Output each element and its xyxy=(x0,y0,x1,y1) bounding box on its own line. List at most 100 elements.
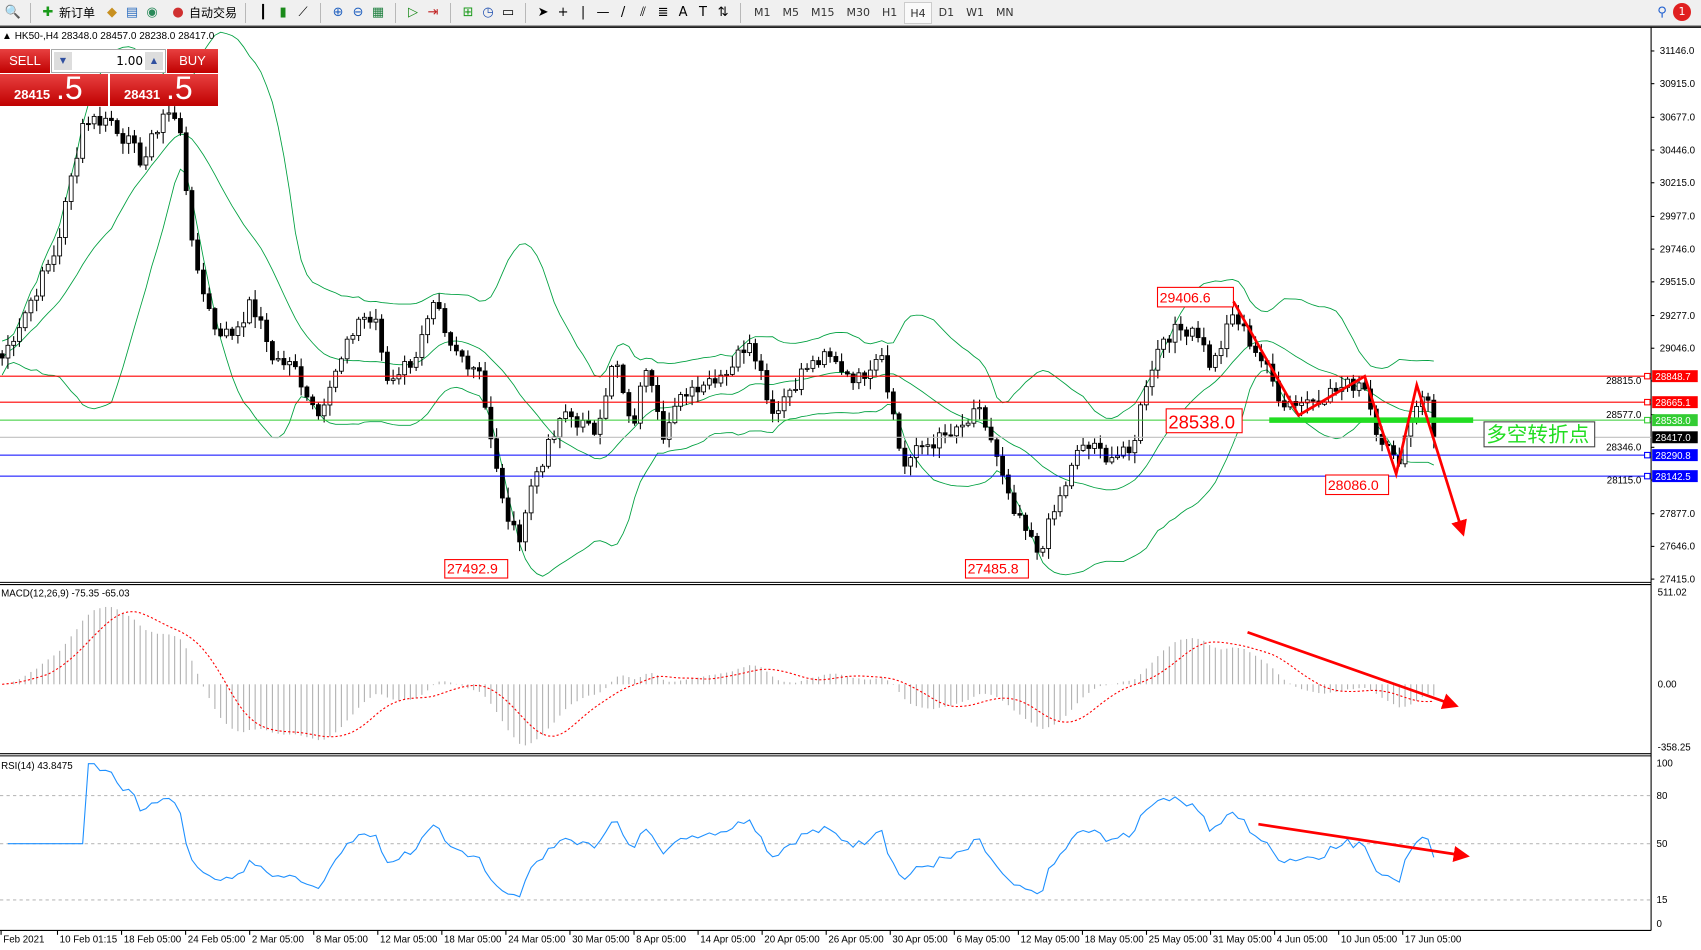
candle-body xyxy=(321,404,327,417)
candle xyxy=(206,287,212,311)
sell-price-button[interactable]: 28415 .5 xyxy=(0,70,108,106)
timeframe-m5[interactable]: M5 xyxy=(782,5,800,19)
text-label-icon[interactable]: T xyxy=(699,4,707,20)
periods-icon[interactable]: ◷ xyxy=(482,4,494,20)
trendline-icon[interactable]: / xyxy=(620,4,626,20)
channel-icon[interactable]: ⫽ xyxy=(640,4,646,20)
timeframe-m1[interactable]: M1 xyxy=(754,5,771,19)
candle-body xyxy=(86,123,91,126)
candle-body xyxy=(557,418,563,438)
text-icon[interactable]: A xyxy=(678,4,688,20)
timeframe-w1[interactable]: W1 xyxy=(966,5,984,19)
horizontal-line-icon[interactable]: — xyxy=(596,4,610,20)
candle-body xyxy=(149,133,155,158)
candle xyxy=(586,410,592,426)
search-icon[interactable]: 🔍 xyxy=(4,4,22,20)
candlestick-icon[interactable]: ▮ xyxy=(279,4,287,20)
sell-button[interactable]: SELL xyxy=(0,49,50,73)
timeframe-mn[interactable]: MN xyxy=(995,5,1014,19)
candle xyxy=(954,424,959,444)
candle xyxy=(1327,379,1333,404)
candle-body xyxy=(1115,455,1120,459)
candle xyxy=(298,358,304,396)
candle xyxy=(499,463,505,504)
buy-price-button[interactable]: 28431 .5 xyxy=(110,70,218,106)
timeframe-m15[interactable]: M15 xyxy=(811,5,835,19)
timeframe-m30[interactable]: M30 xyxy=(846,5,871,19)
buy-button[interactable]: BUY xyxy=(167,49,218,73)
chart-shift-icon[interactable]: ⇥ xyxy=(427,4,439,20)
crosshair-icon[interactable]: + xyxy=(557,4,569,20)
level-badge xyxy=(1652,370,1698,383)
lot-input[interactable]: 1.00 xyxy=(116,54,143,68)
candle xyxy=(258,306,264,330)
candle-body xyxy=(442,308,448,334)
decrease-lot-icon[interactable]: ▼ xyxy=(54,52,72,70)
level-label: 28665.1 xyxy=(1655,398,1690,409)
candle xyxy=(775,401,781,423)
line-chart-icon[interactable]: ⟋ xyxy=(298,4,308,20)
candle xyxy=(568,408,574,428)
arrows-icon[interactable]: ⇅ xyxy=(717,4,729,20)
templates-icon[interactable]: ▭ xyxy=(501,4,515,20)
increase-lot-icon[interactable]: ▲ xyxy=(145,52,163,70)
candle xyxy=(476,362,482,380)
candle-body xyxy=(1132,440,1138,454)
candle xyxy=(275,350,281,362)
cursor-icon[interactable]: ➤ xyxy=(537,4,549,20)
timeframe-d1[interactable]: D1 xyxy=(938,5,955,19)
candle-body xyxy=(1040,548,1046,553)
candle xyxy=(362,312,367,329)
date-label: 8 Mar 05:00 xyxy=(316,934,369,945)
market-watch-icon[interactable]: ◆ xyxy=(107,4,118,20)
candle xyxy=(459,349,465,363)
candle xyxy=(988,417,994,443)
level-handle xyxy=(1644,472,1651,480)
candle-body xyxy=(752,343,758,362)
candle xyxy=(34,288,40,312)
candle xyxy=(919,440,925,455)
candle xyxy=(982,405,988,431)
price-tick-label: 30915.0 xyxy=(1660,79,1696,90)
candle xyxy=(1391,440,1396,460)
signal-icon[interactable]: ◉ xyxy=(146,4,158,20)
candle xyxy=(1086,441,1092,460)
candle-body xyxy=(712,378,718,384)
candle xyxy=(942,424,948,444)
candle xyxy=(1057,486,1063,517)
auto-scroll-icon[interactable]: ▷ xyxy=(408,4,419,20)
timeframe-h4[interactable]: H4 xyxy=(904,1,932,24)
candle-body xyxy=(1212,355,1218,368)
timeframe-h1[interactable]: H1 xyxy=(882,5,898,19)
candle-body xyxy=(1069,464,1074,487)
candle-body xyxy=(1028,530,1034,537)
alerts-badge[interactable]: 1 xyxy=(1673,3,1691,21)
candle-body xyxy=(959,424,965,428)
new-order-label: 新订单 xyxy=(59,6,96,20)
navigator-icon[interactable]: ▤ xyxy=(125,4,139,20)
new-order-button[interactable]: ✚ 新订单 xyxy=(35,2,99,24)
candle xyxy=(557,417,563,449)
candle-body xyxy=(643,370,649,387)
candle xyxy=(597,409,603,445)
candle xyxy=(959,414,965,439)
candle-body xyxy=(614,364,620,367)
bar-chart-icon[interactable]: ┃ xyxy=(259,4,267,20)
vertical-line-icon[interactable]: | xyxy=(580,4,586,20)
indicators-icon[interactable]: ⊞ xyxy=(462,4,474,20)
candle-body xyxy=(189,190,195,241)
candle-body xyxy=(948,434,954,437)
zoom-out-icon[interactable]: ⊖ xyxy=(352,4,364,20)
candle xyxy=(178,112,183,136)
tile-windows-icon[interactable]: ▦ xyxy=(371,4,385,20)
auto-trading-button[interactable]: ● 自动交易 xyxy=(165,2,241,24)
search-icon[interactable]: ⚲ xyxy=(1657,4,1667,20)
rsi-tick-label: 100 xyxy=(1657,759,1674,770)
candle xyxy=(172,106,178,121)
zoom-in-icon[interactable]: ⊕ xyxy=(332,4,344,20)
candle xyxy=(735,345,741,372)
candle-body xyxy=(718,374,724,384)
fibonacci-icon[interactable]: ≣ xyxy=(657,4,669,20)
candle-body xyxy=(850,373,856,384)
